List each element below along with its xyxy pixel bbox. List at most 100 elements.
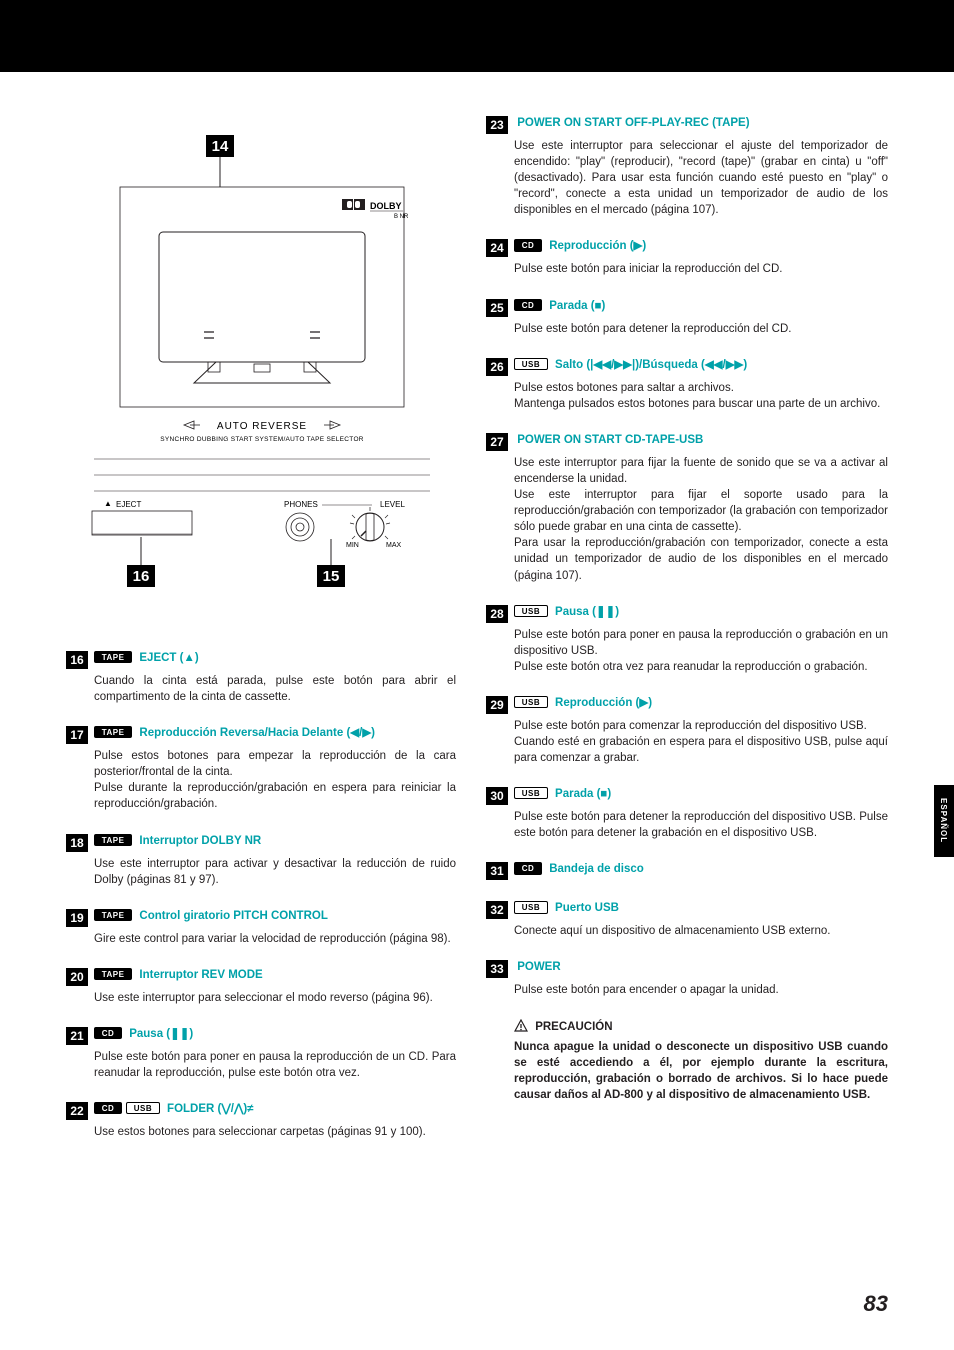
page-number: 83 — [864, 1289, 888, 1320]
section-head-19: 19 TAPE Control giratorio PITCH CONTROL — [66, 908, 456, 927]
num-badge-22: 22 — [66, 1102, 88, 1120]
section-32: 32 USB Puerto USBConecte aquí un disposi… — [486, 900, 888, 939]
section-title: Parada (■) — [555, 788, 611, 800]
section-body-24: Pulse este botón para iniciar la reprodu… — [486, 261, 888, 277]
section-title: Pausa (❚❚) — [555, 606, 619, 618]
section-para: Pulse este botón para iniciar la reprodu… — [514, 261, 888, 277]
usb-badge: USB — [514, 358, 548, 370]
section-head-33: 33 POWER — [486, 959, 888, 978]
caution-body: Nunca apague la unidad o desconecte un d… — [514, 1039, 888, 1103]
section-para: Pulse este botón para detener la reprodu… — [514, 809, 888, 841]
section-28: 28 USB Pausa (❚❚)Pulse este botón para p… — [486, 604, 888, 675]
num-badge-30: 30 — [486, 787, 508, 805]
usb-badge: USB — [514, 787, 548, 799]
section-title: Puerto USB — [555, 902, 619, 914]
section-para: Pulse durante la reproducción/grabación … — [94, 780, 456, 812]
usb-badge: USB — [514, 901, 548, 913]
section-30: 30 USB Parada (■) Pulse este botón para d… — [486, 786, 888, 841]
cd-badge: CD — [94, 1027, 122, 1039]
section-head-30: 30 USB Parada (■) — [486, 786, 888, 805]
section-head-26: 26 USB Salto (|◀◀/▶▶|)/Búsqueda (◀◀/▶▶) — [486, 357, 888, 376]
caution-title: PRECAUCIÓN — [535, 1021, 612, 1033]
section-18: 18 TAPE Interruptor DOLBY NR Use este int… — [66, 833, 456, 888]
cd-badge: CD — [514, 862, 542, 874]
section-head-31: 31 CD Bandeja de disco — [486, 861, 888, 880]
section-head-23: 23 POWER ON START OFF-PLAY-REC (TAPE) — [486, 115, 888, 134]
section-para: Use este interruptor para activar y desa… — [94, 856, 456, 888]
section-head-24: 24 CD Reproducción (▶) — [486, 238, 888, 257]
diagram-svg: 14 DOLBY B NR — [74, 115, 449, 590]
section-title: EJECT (▲) — [139, 652, 198, 664]
section-head-22: 22 CD USB FOLDER (⋁/⋀)≠ — [66, 1101, 456, 1120]
section-body-22: Use estos botones para seleccionar carpe… — [66, 1124, 456, 1140]
section-head-32: 32 USB Puerto USB — [486, 900, 888, 919]
section-16: 16 TAPE EJECT (▲)Cuando la cinta está pa… — [66, 650, 456, 705]
section-body-26: Pulse estos botones para saltar a archiv… — [486, 380, 888, 412]
section-head-18: 18 TAPE Interruptor DOLBY NR — [66, 833, 456, 852]
language-tab-label: ESPAÑOL — [938, 798, 949, 843]
section-27: 27 POWER ON START CD-TAPE-USBUse este in… — [486, 432, 888, 584]
section-para: Mantenga pulsados estos botones para bus… — [514, 396, 888, 412]
section-head-25: 25 CD Parada (■) — [486, 298, 888, 317]
tape-badge: TAPE — [94, 726, 132, 738]
top-black-bar — [0, 0, 954, 72]
section-20: 20 TAPE Interruptor REV MODE Use este int… — [66, 967, 456, 1006]
section-body-20: Use este interruptor para seleccionar el… — [66, 990, 456, 1006]
num-badge-29: 29 — [486, 696, 508, 714]
section-title: POWER ON START CD-TAPE-USB — [517, 434, 703, 446]
left-column: 14 DOLBY B NR — [66, 115, 456, 1295]
section-para: Pulse estos botones para saltar a archiv… — [514, 380, 888, 396]
caution-block: PRECAUCIÓN Nunca apague la unidad o desc… — [486, 1019, 888, 1103]
section-25: 25 CD Parada (■)Pulse este botón para de… — [486, 298, 888, 337]
section-body-33: Pulse este botón para encender o apagar … — [486, 982, 888, 998]
section-para: Gire este control para variar la velocid… — [94, 931, 456, 947]
num-badge-19: 19 — [66, 909, 88, 927]
svg-text:15: 15 — [322, 568, 339, 585]
language-tab: ESPAÑOL — [934, 785, 954, 857]
section-head-29: 29 USB Reproducción (▶) — [486, 695, 888, 714]
section-33: 33 POWER Pulse este botón para encender o… — [486, 959, 888, 998]
section-23: 23 POWER ON START OFF-PLAY-REC (TAPE) Use… — [486, 115, 888, 218]
caution-head: PRECAUCIÓN — [514, 1019, 888, 1035]
section-para: Pulse este botón para comenzar la reprod… — [514, 718, 888, 734]
section-para: Pulse estos botones para empezar la repr… — [94, 748, 456, 780]
section-body-28: Pulse este botón para poner en pausa la … — [486, 627, 888, 675]
section-para: Pulse este botón para encender o apagar … — [514, 982, 888, 998]
section-title: Parada (■) — [549, 300, 605, 312]
usb-badge: USB — [514, 605, 548, 617]
section-body-19: Gire este control para variar la velocid… — [66, 931, 456, 947]
section-head-20: 20 TAPE Interruptor REV MODE — [66, 967, 456, 986]
tape-deck-diagram: 14 DOLBY B NR — [74, 115, 449, 590]
section-title: POWER ON START OFF-PLAY-REC (TAPE) — [517, 117, 749, 129]
section-19: 19 TAPE Control giratorio PITCH CONTROL G… — [66, 908, 456, 947]
right-column: 23 POWER ON START OFF-PLAY-REC (TAPE) Use… — [486, 115, 888, 1295]
section-body-17: Pulse estos botones para empezar la repr… — [66, 748, 456, 812]
section-title: Interruptor REV MODE — [139, 969, 262, 981]
section-title: POWER — [517, 961, 560, 973]
num-badge-26: 26 — [486, 358, 508, 376]
warning-icon — [514, 1019, 528, 1032]
section-31: 31 CD Bandeja de disco — [486, 861, 888, 880]
svg-text:MIN: MIN — [346, 542, 359, 549]
num-badge-25: 25 — [486, 299, 508, 317]
num-badge-20: 20 — [66, 968, 88, 986]
section-body-21: Pulse este botón para poner en pausa la … — [66, 1049, 456, 1081]
svg-text:LEVEL: LEVEL — [380, 500, 405, 509]
section-body-27: Use este interruptor para fijar la fuent… — [486, 455, 888, 584]
section-para: Use este interruptor para fijar el sopor… — [514, 487, 888, 535]
section-body-23: Use este interruptor para seleccionar el… — [486, 138, 888, 218]
svg-text:▲: ▲ — [104, 499, 112, 508]
section-26: 26 USB Salto (|◀◀/▶▶|)/Búsqueda (◀◀/▶▶) P… — [486, 357, 888, 412]
section-title: Salto (|◀◀/▶▶|)/Búsqueda (◀◀/▶▶) — [555, 359, 747, 371]
section-22: 22 CD USB FOLDER (⋁/⋀)≠ Use estos botones… — [66, 1101, 456, 1140]
section-para: Pulse este botón otra vez para reanudar … — [514, 659, 888, 675]
section-head-21: 21 CD Pausa (❚❚) — [66, 1026, 456, 1045]
section-para: Para usar la reproducción/grabación con … — [514, 535, 888, 583]
section-title: Interruptor DOLBY NR — [139, 835, 261, 847]
cd-badge: CD — [94, 1102, 122, 1114]
num-badge-32: 32 — [486, 901, 508, 919]
svg-text:PHONES: PHONES — [284, 500, 318, 509]
section-para: Pulse este botón para poner en pausa la … — [514, 627, 888, 659]
tape-badge: TAPE — [94, 909, 132, 921]
section-para: Use este interruptor para seleccionar el… — [514, 138, 888, 218]
